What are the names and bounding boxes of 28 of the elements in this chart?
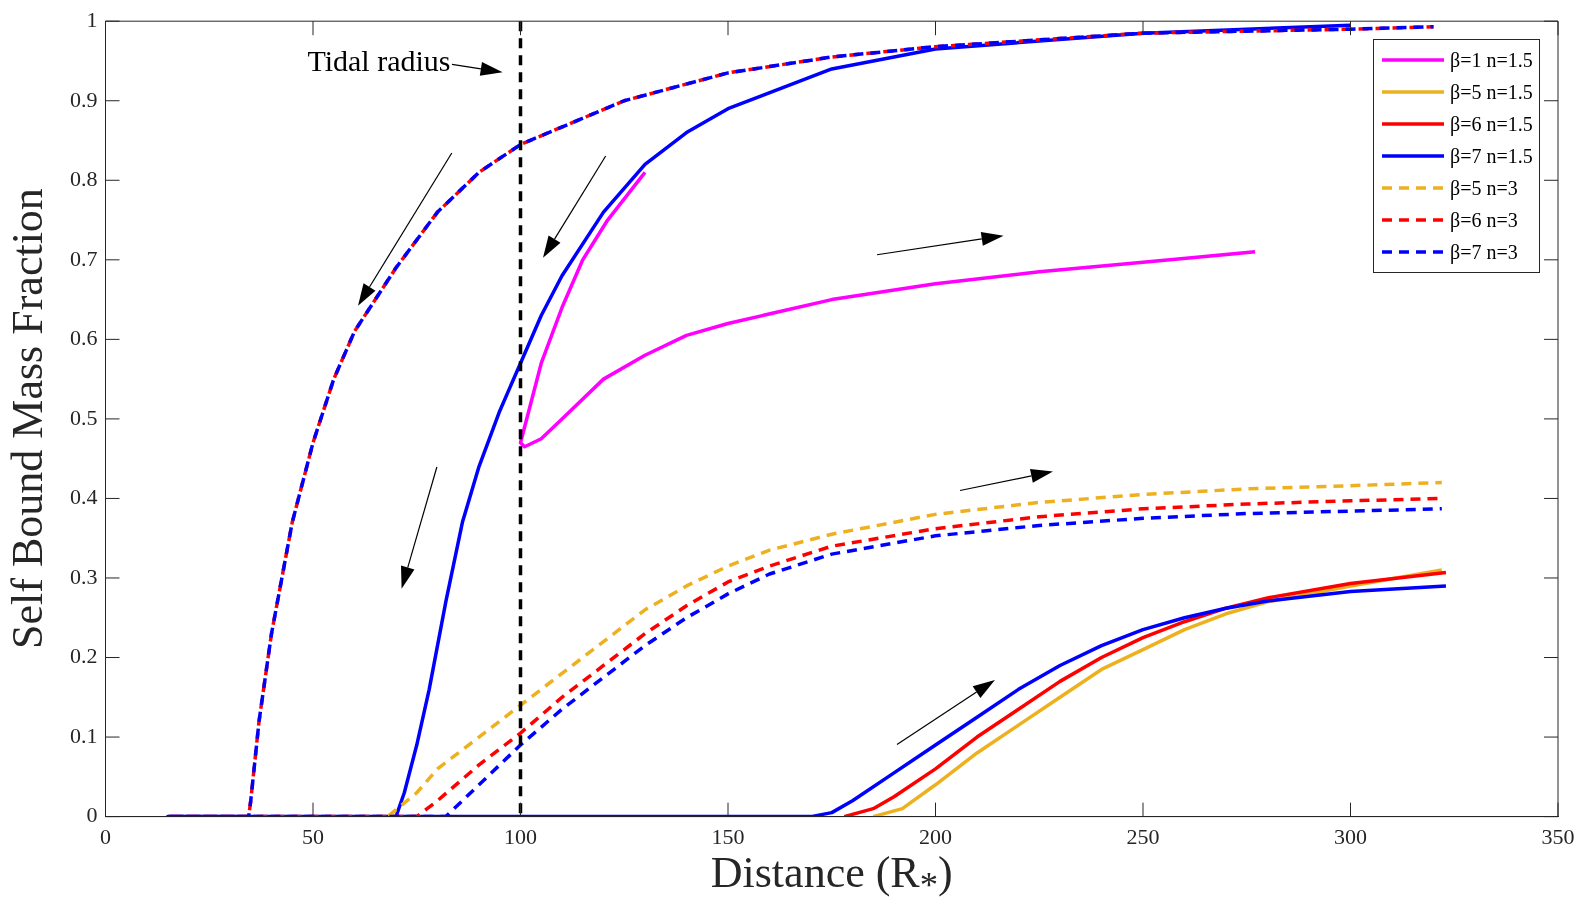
x-tick-label: 300	[1334, 823, 1367, 849]
y-axis-title: Self Bound Mass Fraction	[1, 188, 53, 650]
y-tick-label: 0	[86, 802, 98, 828]
x-tick-label: 350	[1541, 823, 1575, 849]
legend-label: β=6 n=3	[1450, 208, 1518, 232]
x-tick-label: 250	[1126, 823, 1160, 849]
y-tick-label: 0.9	[70, 86, 98, 112]
x-tick-label: 150	[711, 823, 745, 849]
y-tick-label: 0.1	[70, 722, 98, 748]
legend-label: β=6 n=1.5	[1450, 112, 1533, 136]
y-tick-label: 1	[86, 6, 98, 32]
y-tick-label: 0.5	[70, 404, 98, 430]
x-tick-label: 200	[919, 823, 952, 849]
legend-label: β=1 n=1.5	[1450, 48, 1533, 72]
ref-line-label: Tidal radius	[307, 44, 451, 78]
y-tick-label: 0.7	[70, 245, 98, 271]
legend-label: β=5 n=1.5	[1450, 80, 1533, 104]
y-tick-label: 0.3	[70, 563, 98, 589]
legend-label: β=7 n=3	[1450, 240, 1518, 264]
legend-label: β=5 n=3	[1450, 176, 1518, 200]
x-tick-label: 100	[504, 823, 537, 849]
y-tick-label: 0.2	[70, 643, 98, 669]
y-tick-label: 0.4	[70, 484, 98, 510]
legend-label: β=7 n=1.5	[1450, 144, 1533, 168]
x-axis-title: Distance (R$_{*}$)	[710, 846, 953, 906]
y-tick-label: 0.8	[70, 166, 98, 192]
x-tick-label: 50	[302, 823, 324, 849]
y-tick-label: 0.6	[70, 325, 98, 351]
